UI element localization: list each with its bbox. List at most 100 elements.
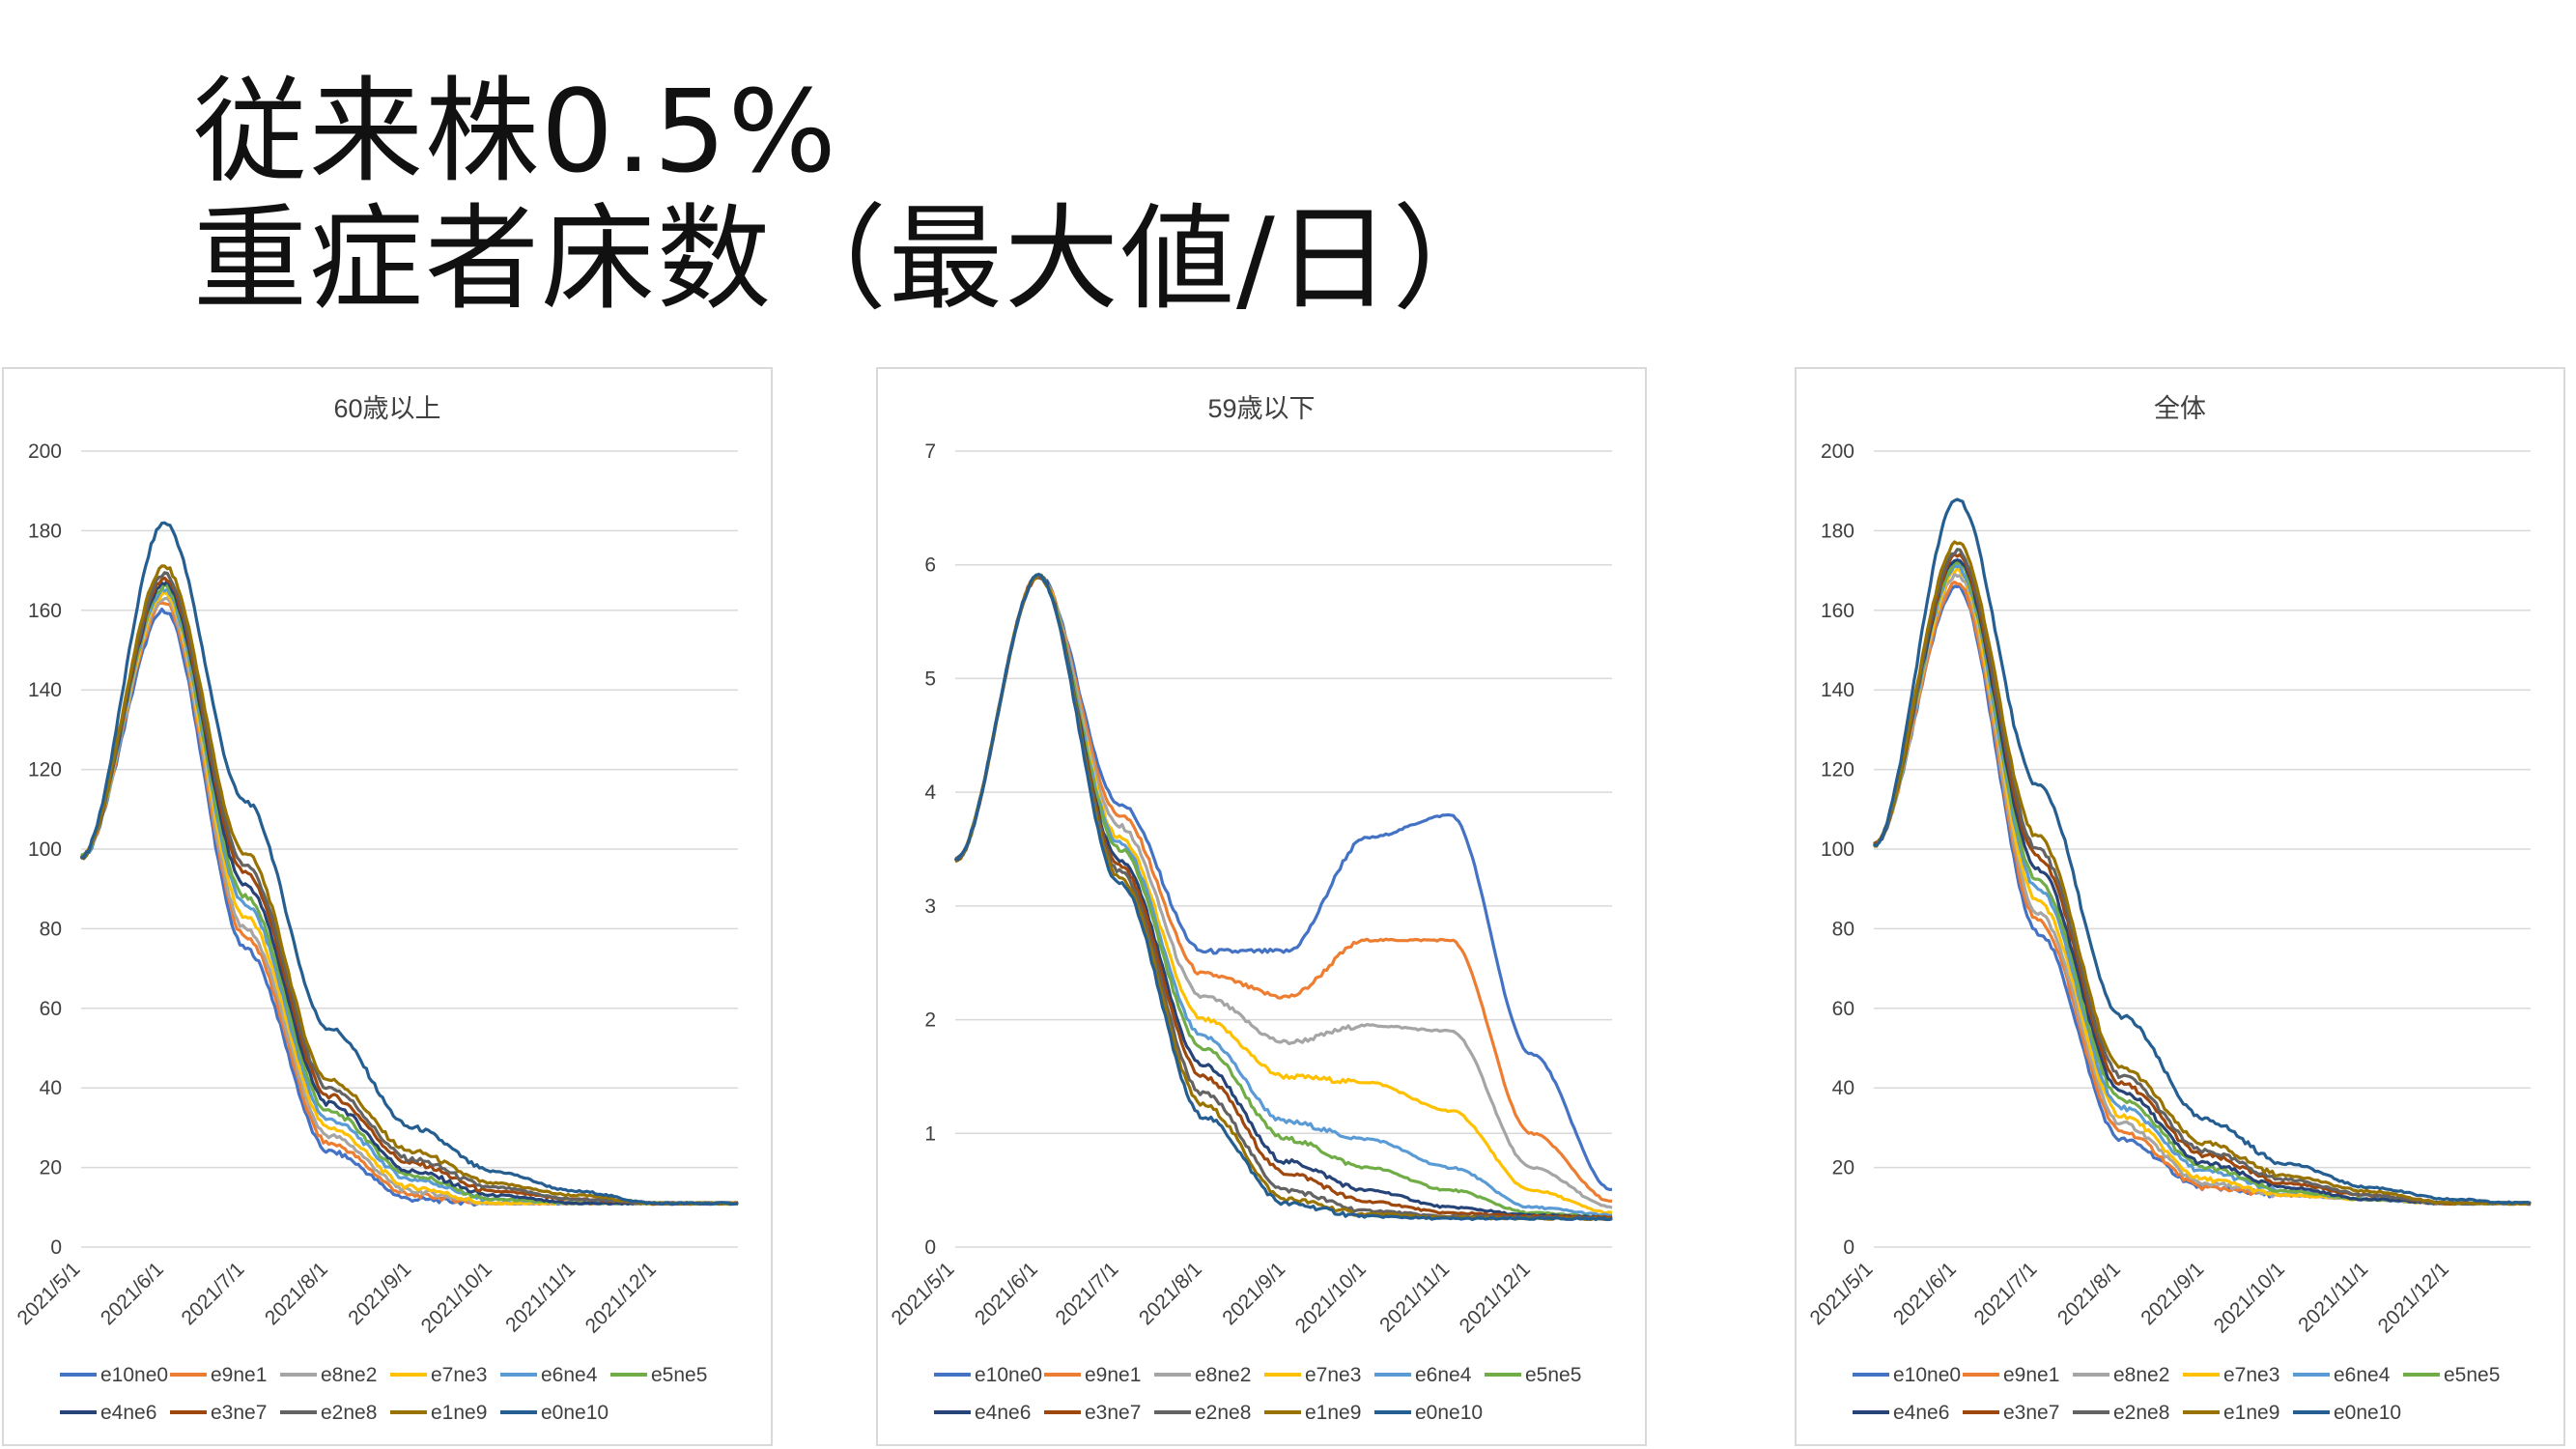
- series-line-e6ne4: [954, 576, 1613, 1218]
- chart-panel-59-and-under: 59歳以下 0 1 2 3 4 5 6 7 2021/5/1 2021/6/1 2021/7/1 202…: [876, 367, 1647, 1446]
- series-line-e10ne0: [79, 608, 739, 1208]
- legend-label: e6ne4: [1415, 1364, 1472, 1386]
- series-line-e3ne7: [1873, 553, 2532, 1207]
- x-tick-label: 2021/10/1: [2210, 1258, 2289, 1337]
- series-line-e8ne2: [1872, 572, 2532, 1207]
- y-tick-label: 20: [40, 1157, 62, 1179]
- x-tick-label: 2021/7/1: [177, 1258, 248, 1329]
- legend-label: e9ne1: [1085, 1364, 1141, 1386]
- legend-label: e2ne8: [1195, 1402, 1251, 1424]
- y-tick-label: 80: [40, 918, 62, 940]
- y-tick-label: 160: [1821, 600, 1854, 622]
- x-tick-label: 2021/12/1: [2374, 1258, 2453, 1337]
- series-line-e7ne3: [954, 574, 1613, 1215]
- y-tick-label: 160: [28, 600, 62, 622]
- y-tick-label: 5: [924, 668, 936, 690]
- y-tick-label: 180: [28, 520, 62, 542]
- y-tick-label: 2: [924, 1009, 936, 1032]
- legend-label: e4ne6: [975, 1402, 1031, 1424]
- x-tick-label: 2021/8/1: [2053, 1258, 2125, 1329]
- x-tick-label: 2021/12/1: [581, 1258, 661, 1337]
- legend-label: e3ne7: [2003, 1402, 2059, 1424]
- legend-label: e9ne1: [2003, 1364, 2059, 1386]
- line-chart-60-and-over: 60歳以上 0 20 40 60 80 100 120 140 160 180 200 2021/5/1…: [13, 394, 739, 1424]
- series-line-e6ne4: [80, 587, 738, 1207]
- series-line-e10ne0: [954, 574, 1613, 1192]
- legend-label: e5ne5: [2444, 1364, 2500, 1386]
- slide-title-line1: 従来株0.5%: [193, 65, 838, 198]
- legend-label: e3ne7: [211, 1402, 267, 1424]
- y-tick-label: 60: [40, 998, 62, 1020]
- x-tick-label: 2021/11/1: [501, 1258, 580, 1336]
- x-tick-label: 2021/7/1: [1051, 1258, 1122, 1329]
- legend-label: e8ne2: [321, 1364, 377, 1386]
- y-tick-label: 20: [1832, 1157, 1854, 1179]
- y-tick-label: 0: [924, 1236, 936, 1259]
- x-tick-label: 2021/5/1: [887, 1258, 958, 1329]
- chart-title: 全体: [2154, 394, 2206, 423]
- legend-label: e8ne2: [1195, 1364, 1251, 1386]
- x-tick-label: 2021/10/1: [1291, 1258, 1371, 1337]
- legend-label: e7ne3: [1305, 1364, 1361, 1386]
- legend-label: e5ne5: [1525, 1364, 1581, 1386]
- y-tick-label: 120: [28, 759, 62, 781]
- series-line-e4ne6: [79, 580, 739, 1207]
- slide-title: 従来株0.5% 重症者床数（最大値/日）: [193, 68, 1509, 323]
- chart-panel-60-and-over: 60歳以上 0 20 40 60 80 100 120 140 160 180 200 2021/5/1…: [2, 367, 773, 1446]
- series-line-e1ne9: [1873, 540, 2532, 1207]
- series-line-e9ne1: [953, 576, 1612, 1203]
- legend-label: e7ne3: [431, 1364, 487, 1386]
- y-tick-label: 180: [1821, 520, 1854, 542]
- series-line-e5ne5: [1872, 559, 2532, 1207]
- legend-label: e7ne3: [2223, 1364, 2279, 1386]
- y-tick-label: 80: [1832, 918, 1854, 940]
- series-line-e4ne6: [1873, 558, 2532, 1207]
- series-line-e2ne8: [953, 574, 1613, 1222]
- y-tick-label: 0: [50, 1236, 62, 1259]
- x-tick-label: 2021/9/1: [344, 1258, 415, 1329]
- y-tick-label: 6: [924, 554, 936, 577]
- series-line-e9ne1: [79, 601, 739, 1207]
- series-line-e1ne9: [79, 564, 739, 1207]
- y-tick-label: 40: [1832, 1077, 1854, 1099]
- series-line-e0ne10: [1873, 497, 2532, 1206]
- series-line-e10ne0: [1873, 584, 2532, 1207]
- legend-label: e10ne0: [975, 1364, 1042, 1386]
- x-tick-label: 2021/6/1: [97, 1258, 168, 1329]
- series-line-e1ne9: [954, 573, 1613, 1222]
- y-tick-label: 200: [28, 440, 62, 463]
- legend-label: e10ne0: [100, 1364, 168, 1386]
- x-tick-label: 2021/5/1: [13, 1258, 84, 1329]
- chart-title: 59歳以下: [1207, 394, 1315, 423]
- series-line-e7ne3: [80, 590, 739, 1207]
- legend-label: e1ne9: [2223, 1402, 2279, 1424]
- legend-label: e5ne5: [651, 1364, 707, 1386]
- legend-label: e6ne4: [2334, 1364, 2391, 1386]
- legend-label: e0ne10: [2334, 1402, 2401, 1424]
- legend-label: e8ne2: [2113, 1364, 2169, 1386]
- legend-label: e9ne1: [211, 1364, 267, 1386]
- series-line-e0ne10: [80, 521, 739, 1207]
- x-tick-label: 2021/11/1: [1375, 1258, 1454, 1336]
- legend-label: e10ne0: [1893, 1364, 1961, 1386]
- y-tick-label: 7: [924, 440, 936, 463]
- legend-label: e0ne10: [541, 1402, 609, 1424]
- series-line-e2ne8: [1873, 548, 2531, 1207]
- x-tick-label: 2021/8/1: [1135, 1258, 1206, 1329]
- x-tick-label: 2021/8/1: [261, 1258, 332, 1329]
- x-tick-label: 2021/9/1: [2137, 1258, 2208, 1329]
- legend-label: e4ne6: [1893, 1402, 1949, 1424]
- legend-label: e0ne10: [1415, 1402, 1483, 1424]
- series-line-e3ne7: [79, 576, 739, 1207]
- x-tick-label: 2021/6/1: [1889, 1258, 1961, 1329]
- y-tick-label: 100: [28, 838, 62, 861]
- legend-label: e2ne8: [2113, 1402, 2169, 1424]
- legend-label: e4ne6: [100, 1402, 156, 1424]
- legend-label: e2ne8: [321, 1402, 377, 1424]
- y-tick-label: 60: [1832, 998, 1854, 1020]
- x-tick-label: 2021/12/1: [1456, 1258, 1535, 1337]
- y-tick-label: 3: [924, 895, 936, 918]
- legend-label: e1ne9: [1305, 1402, 1361, 1424]
